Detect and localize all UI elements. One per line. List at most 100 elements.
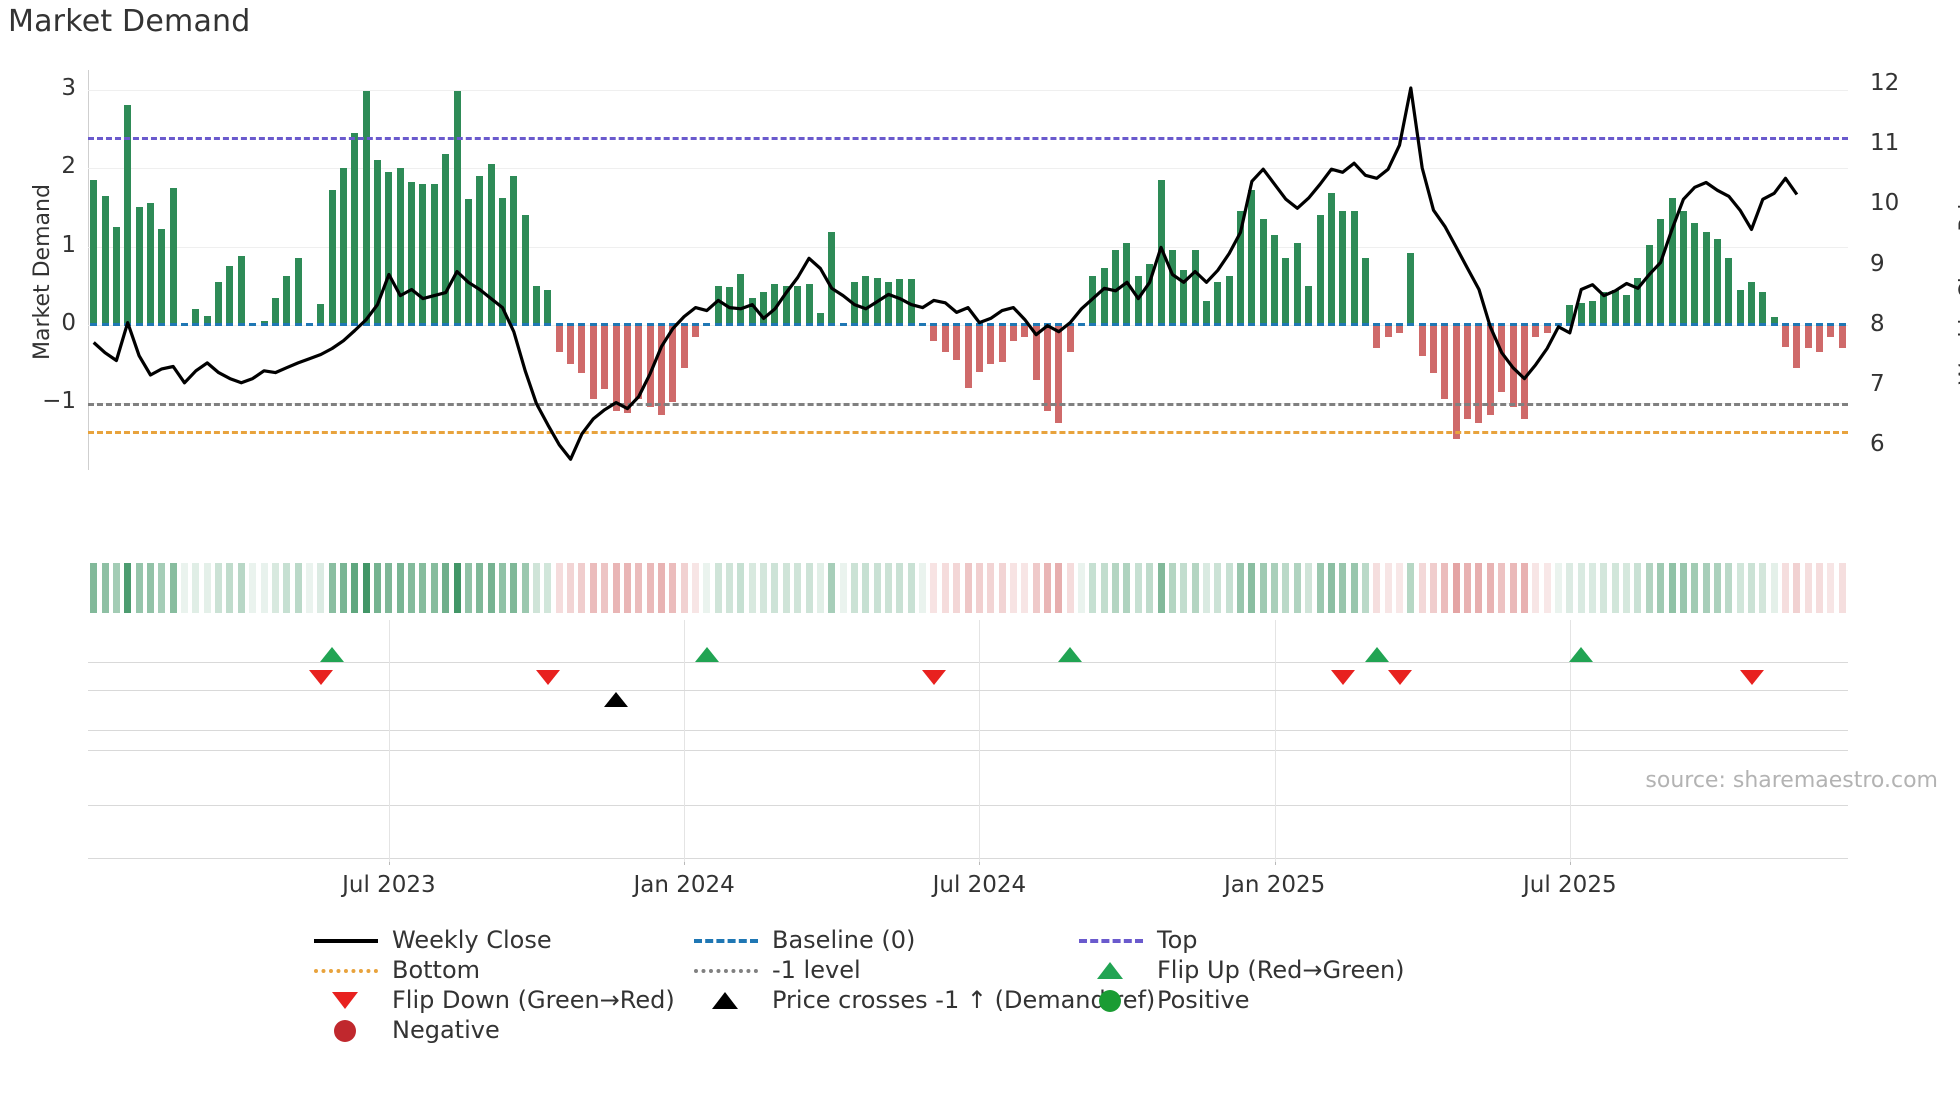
baseline-segment xyxy=(1827,323,1835,327)
baseline-segment xyxy=(237,323,245,327)
baseline-segment xyxy=(1543,323,1551,327)
heat-cell xyxy=(112,563,120,613)
baseline-segment xyxy=(1475,323,1483,327)
heat-cell xyxy=(146,563,154,613)
chart-legend: Weekly Close Baseline (0) Top Bottom -1 leve… xyxy=(0,925,1960,1085)
baseline-segment xyxy=(1589,323,1596,327)
x-gridline xyxy=(684,750,686,862)
baseline-segment xyxy=(544,323,552,327)
demand-bar xyxy=(1430,324,1437,374)
line-dotted-icon xyxy=(314,969,378,973)
left-axis-label: Market Demand xyxy=(30,184,55,360)
baseline-segment xyxy=(1350,323,1358,327)
baseline-segment xyxy=(430,323,438,327)
legend-item[interactable]: Negative xyxy=(310,1015,500,1045)
flip-down-marker xyxy=(1387,670,1412,685)
top-reference-line xyxy=(88,136,1848,140)
heat-cell xyxy=(1657,563,1665,613)
heat-cell xyxy=(1430,563,1437,613)
legend-key xyxy=(310,927,382,953)
heat-cell xyxy=(1804,563,1812,613)
heat-cell xyxy=(555,563,563,613)
baseline-segment xyxy=(1066,323,1074,327)
legend-item[interactable]: Baseline (0) xyxy=(690,925,915,955)
baseline-segment xyxy=(1202,323,1210,327)
baseline-segment xyxy=(919,323,927,327)
demand-bar xyxy=(1566,305,1574,325)
demand-bar xyxy=(1373,324,1381,349)
heat-cell xyxy=(169,563,177,613)
line-solid-icon xyxy=(314,939,378,943)
legend-item[interactable]: Top xyxy=(1075,925,1198,955)
baseline-segment xyxy=(374,323,381,327)
legend-item[interactable]: -1 level xyxy=(690,955,861,985)
legend-item[interactable]: Flip Up (Red→Green) xyxy=(1075,955,1405,985)
demand-bar xyxy=(158,229,166,325)
baseline-segment xyxy=(975,323,983,327)
legend-key xyxy=(1075,987,1147,1013)
legend-item[interactable]: Positive xyxy=(1075,985,1250,1015)
legend-item[interactable]: Price crosses -1 ↑ (Demand ref) xyxy=(690,985,1155,1015)
baseline-segment xyxy=(146,323,154,327)
demand-bar xyxy=(1679,211,1687,325)
heat-cell xyxy=(816,563,824,613)
demand-bar xyxy=(1464,324,1472,419)
demand-bar xyxy=(1713,238,1721,325)
demand-bar xyxy=(1407,252,1415,325)
baseline-segment xyxy=(1793,323,1801,327)
baseline-segment xyxy=(1554,323,1562,327)
demand-bar xyxy=(442,153,450,325)
gridline xyxy=(88,89,1848,91)
heat-cell xyxy=(1634,563,1642,613)
legend-item[interactable]: Flip Down (Green→Red) xyxy=(310,985,675,1015)
demand-bar xyxy=(1044,324,1051,412)
baseline-segment xyxy=(385,323,393,327)
legend-item[interactable]: Weekly Close xyxy=(310,925,552,955)
heat-cell xyxy=(839,563,847,613)
baseline-segment xyxy=(748,323,756,327)
demand-bar xyxy=(567,324,575,365)
demand-bar xyxy=(1202,301,1210,325)
demand-bar xyxy=(930,324,938,341)
demand-bar xyxy=(1248,190,1256,325)
gridline xyxy=(88,246,1848,248)
heat-cell xyxy=(794,563,802,613)
legend-item[interactable]: Bottom xyxy=(310,955,480,985)
baseline-segment xyxy=(1396,323,1403,327)
baseline-segment xyxy=(419,323,427,327)
heat-cell xyxy=(487,563,495,613)
demand-bar xyxy=(737,273,745,325)
demand-bar xyxy=(1055,324,1063,423)
right-axis-tick: 8 xyxy=(1870,310,1885,337)
demand-bar xyxy=(816,313,824,325)
heat-cell xyxy=(1475,563,1483,613)
heat-cell xyxy=(669,563,677,613)
baseline-segment xyxy=(669,323,677,327)
baseline-segment xyxy=(135,323,143,327)
heat-cell xyxy=(1021,563,1029,613)
heat-cell xyxy=(1589,563,1596,613)
flip-down-marker xyxy=(1330,670,1355,685)
demand-bar xyxy=(226,266,234,325)
baseline-segment xyxy=(533,323,540,327)
baseline-segment xyxy=(714,323,722,327)
baseline-segment xyxy=(453,323,461,327)
flip-up-marker xyxy=(1364,647,1389,662)
heat-cell xyxy=(328,563,336,613)
circle-icon xyxy=(1099,990,1121,1012)
heat-cell xyxy=(1180,563,1188,613)
heat-cell xyxy=(464,563,472,613)
heat-cell xyxy=(987,563,995,613)
heat-cell xyxy=(1838,563,1846,613)
demand-bar xyxy=(975,324,983,372)
baseline-segment xyxy=(1384,323,1392,327)
heat-cell xyxy=(748,563,756,613)
plot-inner xyxy=(88,70,1848,470)
demand-bar xyxy=(1804,324,1812,349)
triangle-up-black-icon xyxy=(712,992,738,1009)
triangle-up-icon xyxy=(1097,962,1123,979)
heat-cell xyxy=(533,563,540,613)
baseline-segment xyxy=(260,323,268,327)
heat-cell xyxy=(408,563,416,613)
demand-bar xyxy=(408,182,416,325)
